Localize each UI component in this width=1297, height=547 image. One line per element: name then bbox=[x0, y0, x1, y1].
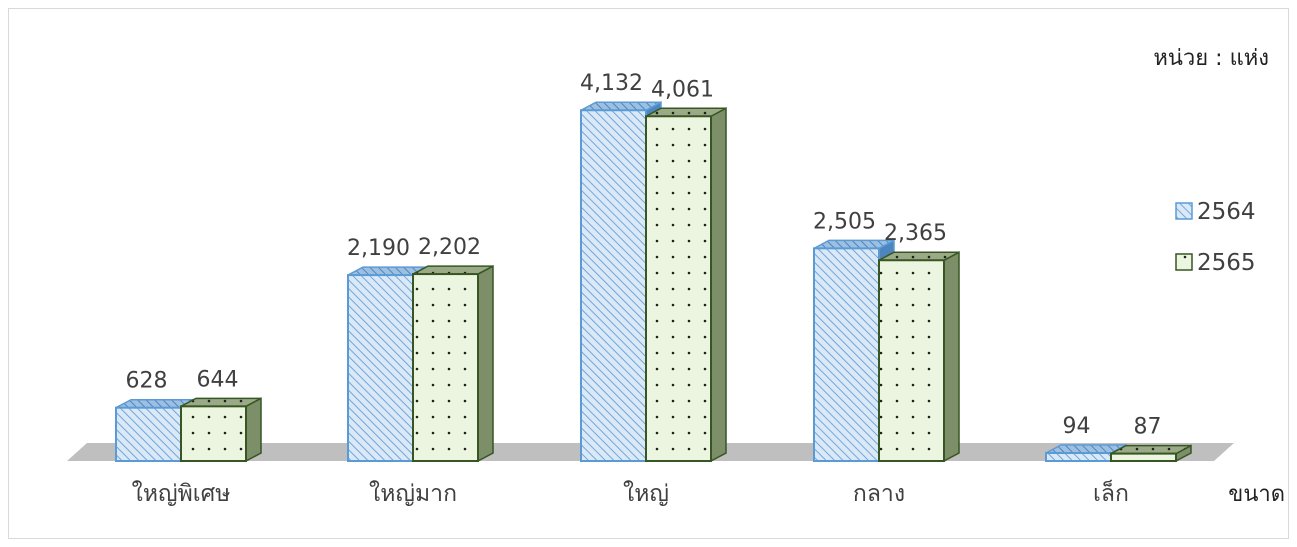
bar-top-2564-2 bbox=[580, 101, 662, 111]
bar-front-2564-1 bbox=[347, 274, 414, 462]
bar-top-2565-1 bbox=[412, 265, 494, 275]
bar-front-2565-0 bbox=[180, 405, 247, 462]
bar-top-2565-4 bbox=[1110, 444, 1192, 455]
bar-front-2565-2 bbox=[645, 115, 712, 462]
bar-side-2565-0 bbox=[245, 397, 262, 463]
bar-front-2564-0 bbox=[115, 406, 182, 463]
bar-chart: 628 644 2,190 2,202 4,132 4,061 2,505 2,365 94 87… bbox=[67, 46, 1285, 507]
bar-front-2565-3 bbox=[878, 259, 945, 462]
bar-side-2565-1 bbox=[477, 264, 494, 463]
data-label-2565-1: 2,202 bbox=[418, 235, 481, 260]
bar-2565-4 bbox=[1110, 444, 1192, 463]
legend-label-2565: 2565 bbox=[1197, 250, 1256, 276]
bar-front-2564-4 bbox=[1045, 452, 1112, 463]
bar-top-2565-2 bbox=[645, 107, 727, 118]
bar-2565-3 bbox=[878, 250, 960, 463]
data-label-2564-2: 4,132 bbox=[580, 71, 643, 96]
x-axis-title: ขนาด bbox=[1228, 482, 1285, 507]
data-label-2564-3: 2,505 bbox=[813, 209, 876, 234]
data-label-2564-1: 2,190 bbox=[347, 236, 410, 261]
bar-side-2565-3 bbox=[943, 250, 960, 463]
data-label-2564-0: 628 bbox=[126, 369, 168, 394]
chart-container: 628 644 2,190 2,202 4,132 4,061 2,505 2,365 94 87… bbox=[8, 8, 1289, 539]
bar-front-2564-3 bbox=[813, 247, 880, 462]
bar-2565-2 bbox=[645, 107, 727, 463]
category-label-1: ใหญ่มาก bbox=[369, 480, 457, 507]
bar-front-2564-2 bbox=[580, 109, 647, 463]
category-label-3: กลาง bbox=[853, 481, 905, 507]
legend-item-2564: 2564 bbox=[1175, 199, 1256, 225]
bar-side-2565-2 bbox=[710, 107, 727, 463]
bar-front-2565-1 bbox=[412, 273, 479, 463]
bar-front-2565-4 bbox=[1110, 452, 1177, 462]
category-label-2: ใหญ่ bbox=[623, 480, 669, 507]
bar-2565-1 bbox=[412, 264, 494, 463]
legend-item-2565: 2565 bbox=[1175, 250, 1256, 276]
data-label-2565-3: 2,365 bbox=[884, 221, 947, 246]
data-label-2565-0: 644 bbox=[197, 367, 239, 392]
bar-2565-0 bbox=[180, 397, 262, 463]
unit-label: หน่วย : แห่ง bbox=[1153, 46, 1269, 71]
legend: 2564 2565 bbox=[1175, 199, 1256, 276]
bar-top-2565-3 bbox=[878, 251, 960, 261]
data-label-2565-2: 4,061 bbox=[651, 77, 714, 102]
bar-top-2565-0 bbox=[180, 397, 262, 408]
legend-swatch-2565 bbox=[1175, 253, 1193, 271]
data-label-2564-4: 94 bbox=[1063, 414, 1091, 439]
bar-top-2564-3 bbox=[813, 239, 895, 250]
legend-label-2564: 2564 bbox=[1197, 199, 1256, 225]
category-label-0: ใหญ่พิเศษ bbox=[132, 480, 231, 507]
legend-swatch-2564 bbox=[1175, 202, 1193, 220]
data-label-2565-4: 87 bbox=[1134, 415, 1162, 440]
category-label-4: เล็ก bbox=[1093, 478, 1129, 507]
